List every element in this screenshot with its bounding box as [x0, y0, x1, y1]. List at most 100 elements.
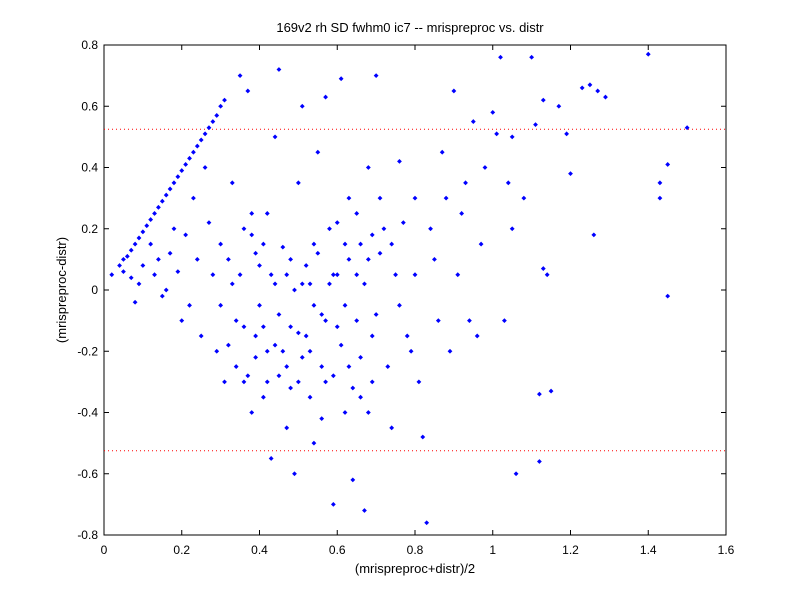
data-point	[272, 134, 278, 140]
y-tick-label: 0.6	[81, 99, 98, 113]
data-point	[412, 272, 418, 278]
data-point	[603, 94, 608, 100]
data-point	[245, 373, 251, 379]
data-point	[358, 241, 363, 247]
data-point	[218, 241, 224, 247]
data-point	[684, 125, 690, 131]
data-point	[163, 192, 169, 198]
data-point	[233, 364, 239, 369]
data-point	[315, 149, 321, 155]
x-tick-label: 0.8	[407, 543, 424, 557]
data-point	[490, 109, 496, 115]
data-point	[167, 250, 173, 256]
data-point	[128, 275, 134, 281]
data-point	[241, 226, 247, 232]
data-point	[377, 195, 383, 201]
data-point	[381, 226, 387, 232]
y-tick-label: 0	[91, 283, 98, 297]
data-point	[521, 195, 527, 201]
data-point	[315, 250, 321, 256]
data-point	[171, 180, 177, 186]
data-point	[319, 416, 325, 422]
data-point	[260, 241, 266, 247]
data-point	[202, 131, 208, 137]
y-tick-label: 0.8	[81, 38, 98, 52]
data-point	[175, 269, 181, 275]
data-point	[358, 394, 363, 400]
data-point	[362, 281, 367, 287]
data-point	[323, 94, 328, 100]
data-point	[202, 165, 208, 170]
y-tick-label: 0.4	[81, 161, 98, 175]
data-point	[443, 195, 449, 201]
data-point	[591, 232, 597, 238]
data-point	[323, 318, 328, 324]
data-point	[276, 312, 282, 317]
data-point	[319, 364, 325, 369]
x-tick-label: 0.6	[329, 543, 346, 557]
data-point	[272, 342, 278, 348]
y-tick-label: -0.8	[77, 528, 98, 542]
data-point	[249, 410, 255, 415]
y-axis-ticks: -0.8 -0.6 -0.4 -0.2 0 0.2 0.4 0.6 0.8	[77, 38, 726, 542]
data-point	[509, 226, 515, 232]
data-point	[350, 385, 356, 391]
data-point	[346, 364, 352, 369]
data-point	[280, 244, 286, 250]
x-axis-label: (mrispreproc+distr)/2	[355, 561, 475, 576]
data-point	[307, 281, 313, 287]
data-point	[502, 318, 507, 324]
data-point	[529, 54, 535, 60]
data-point	[513, 471, 519, 477]
y-tick-label: -0.6	[77, 467, 98, 481]
data-point	[665, 293, 671, 299]
data-point	[140, 229, 146, 235]
data-point	[260, 394, 266, 400]
x-tick-label: 0.4	[251, 543, 268, 557]
data-point	[268, 272, 274, 278]
data-point	[148, 241, 154, 247]
data-point	[132, 299, 138, 305]
data-point	[222, 97, 227, 103]
data-point	[132, 241, 138, 247]
data-point	[369, 232, 375, 238]
data-point	[533, 122, 538, 128]
data-point	[393, 272, 398, 278]
data-point	[249, 232, 255, 238]
data-point	[482, 165, 488, 170]
data-point	[156, 256, 161, 262]
data-point	[159, 293, 165, 299]
data-point	[459, 211, 465, 216]
data-point	[369, 333, 375, 339]
plot-frame	[103, 44, 727, 536]
data-point	[365, 410, 371, 415]
data-point	[175, 174, 181, 180]
data-point	[365, 165, 371, 170]
data-point	[342, 410, 348, 415]
y-tick-label: 0.2	[81, 222, 98, 236]
data-point	[249, 211, 255, 216]
data-point	[299, 103, 305, 109]
data-point	[537, 459, 542, 464]
x-tick-label: 0.2	[173, 543, 190, 557]
data-point	[404, 333, 410, 339]
data-point	[323, 379, 328, 385]
data-point	[226, 256, 231, 262]
data-point	[288, 256, 293, 262]
data-point	[226, 342, 231, 348]
data-point	[136, 281, 142, 287]
data-point	[303, 333, 309, 339]
data-point	[163, 287, 169, 293]
data-point	[121, 256, 126, 262]
data-point	[241, 324, 247, 330]
y-axis-label: (mrispreproc-distr)	[54, 237, 69, 343]
x-tick-label: 1.4	[640, 543, 657, 557]
data-point	[311, 302, 317, 308]
data-point	[109, 272, 115, 278]
data-point	[334, 220, 340, 226]
data-point	[191, 149, 196, 155]
data-point	[455, 272, 461, 278]
data-point	[156, 204, 161, 210]
data-point	[206, 125, 212, 131]
